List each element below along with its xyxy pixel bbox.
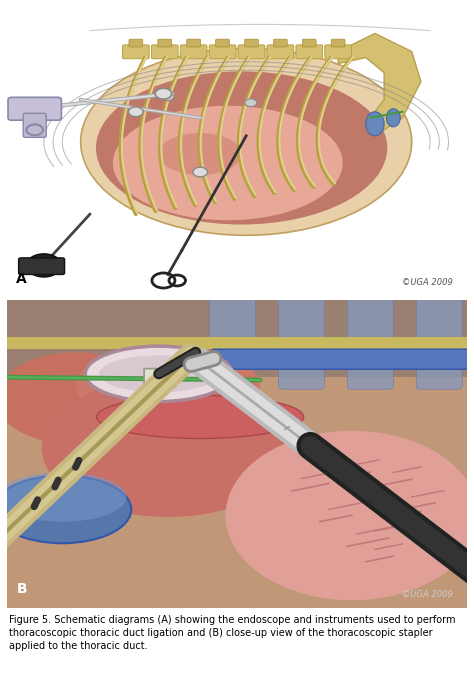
FancyBboxPatch shape	[18, 258, 64, 274]
FancyBboxPatch shape	[245, 39, 258, 47]
FancyBboxPatch shape	[302, 39, 316, 47]
FancyBboxPatch shape	[347, 297, 393, 389]
FancyBboxPatch shape	[325, 45, 352, 59]
Circle shape	[155, 88, 172, 99]
Ellipse shape	[0, 475, 131, 543]
FancyBboxPatch shape	[7, 300, 467, 377]
FancyBboxPatch shape	[216, 39, 229, 47]
Ellipse shape	[42, 378, 294, 517]
Circle shape	[193, 167, 208, 177]
Text: B: B	[16, 582, 27, 596]
Circle shape	[27, 254, 61, 277]
Ellipse shape	[99, 355, 219, 392]
Ellipse shape	[113, 106, 343, 220]
FancyBboxPatch shape	[278, 297, 324, 389]
Ellipse shape	[0, 352, 156, 445]
Circle shape	[128, 107, 143, 116]
FancyBboxPatch shape	[416, 297, 462, 389]
FancyBboxPatch shape	[180, 45, 207, 59]
FancyBboxPatch shape	[129, 39, 143, 47]
FancyBboxPatch shape	[209, 45, 236, 59]
Ellipse shape	[97, 395, 304, 439]
Ellipse shape	[226, 431, 474, 600]
FancyBboxPatch shape	[158, 39, 172, 47]
Circle shape	[245, 99, 257, 107]
Ellipse shape	[85, 346, 232, 401]
Ellipse shape	[159, 133, 242, 175]
Text: ©UGA 2009: ©UGA 2009	[402, 278, 453, 286]
FancyBboxPatch shape	[163, 368, 176, 387]
Text: A: A	[16, 273, 27, 286]
FancyBboxPatch shape	[7, 300, 467, 608]
FancyBboxPatch shape	[238, 45, 265, 59]
FancyBboxPatch shape	[122, 45, 149, 59]
FancyBboxPatch shape	[273, 39, 287, 47]
Text: ©UGA 2009: ©UGA 2009	[402, 590, 453, 598]
FancyBboxPatch shape	[7, 337, 467, 349]
Ellipse shape	[81, 49, 412, 236]
Ellipse shape	[366, 112, 384, 136]
FancyBboxPatch shape	[187, 39, 201, 47]
Circle shape	[162, 93, 174, 101]
FancyBboxPatch shape	[267, 45, 294, 59]
FancyBboxPatch shape	[210, 297, 255, 389]
FancyBboxPatch shape	[296, 45, 323, 59]
Text: Figure 5. Schematic diagrams (A) showing the endoscope and instruments used to p: Figure 5. Schematic diagrams (A) showing…	[9, 615, 456, 651]
Ellipse shape	[386, 109, 400, 127]
FancyBboxPatch shape	[212, 349, 469, 369]
FancyBboxPatch shape	[151, 45, 178, 59]
Ellipse shape	[76, 343, 260, 429]
FancyBboxPatch shape	[144, 368, 157, 387]
Ellipse shape	[0, 473, 127, 522]
FancyBboxPatch shape	[23, 113, 46, 137]
FancyBboxPatch shape	[331, 39, 345, 47]
Polygon shape	[338, 33, 421, 136]
FancyBboxPatch shape	[8, 97, 61, 121]
Ellipse shape	[96, 71, 387, 225]
